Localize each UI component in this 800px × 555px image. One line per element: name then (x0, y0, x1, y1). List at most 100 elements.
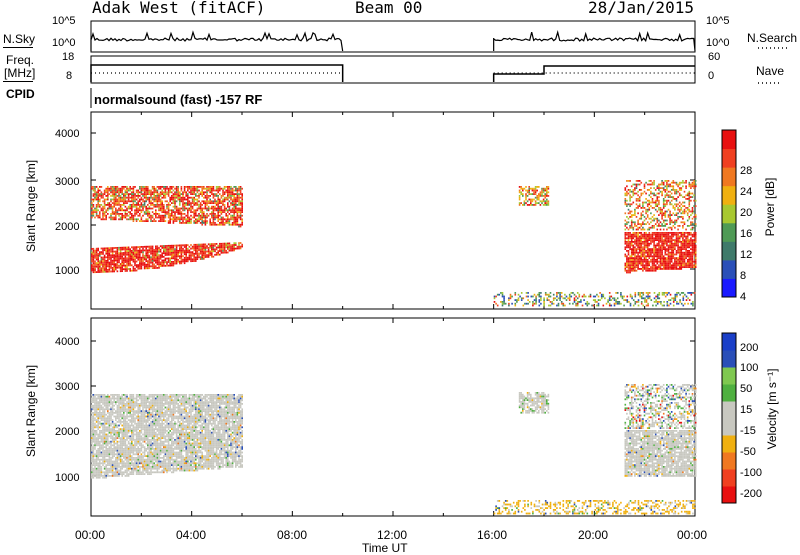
power-cell (139, 208, 141, 210)
power-cell (131, 252, 133, 254)
power-cell (147, 211, 149, 213)
power-cell (214, 222, 216, 224)
power-cell (174, 259, 176, 261)
power-cell (171, 213, 173, 215)
power-cell (155, 253, 157, 255)
power-cell (628, 218, 630, 220)
power-cell (110, 204, 112, 206)
power-cell (510, 294, 512, 296)
power-cell (692, 252, 694, 254)
power-cell (649, 223, 651, 225)
power-cell (197, 256, 199, 258)
power-cell (679, 257, 681, 259)
power-cell (126, 254, 128, 256)
power-cell (109, 251, 111, 253)
power-cell (677, 236, 679, 238)
power-cell (171, 218, 173, 220)
power-cell (166, 249, 168, 251)
power-cell (155, 197, 157, 199)
power-cell (195, 222, 197, 224)
power-cell (171, 186, 173, 188)
power-cell (174, 215, 176, 217)
power-cell (179, 222, 181, 224)
power-cell (163, 245, 165, 247)
velocity-cell (113, 430, 115, 432)
power-cell (674, 232, 676, 234)
power-cell (173, 247, 175, 249)
power-cell (232, 222, 234, 224)
power-cell (240, 188, 242, 190)
power-cell (193, 200, 195, 202)
power-cell (181, 248, 183, 250)
power-cell (91, 264, 93, 266)
power-cell (647, 205, 649, 207)
velocity-cell (115, 398, 117, 400)
power-cell (185, 186, 187, 188)
power-cell (660, 212, 662, 214)
velocity-cell (117, 473, 119, 475)
power-cell (532, 305, 534, 307)
power-cell (238, 244, 240, 246)
power-cell (550, 296, 552, 298)
velocity-cell (110, 432, 112, 434)
power-cell (641, 297, 643, 299)
power-cell (690, 241, 692, 243)
power-cell (222, 191, 224, 193)
power-cell (181, 211, 183, 213)
power-cell (676, 243, 678, 245)
power-cell (689, 246, 691, 248)
power-cell (190, 186, 192, 188)
power-cell (177, 188, 179, 190)
power-cell (91, 215, 93, 217)
power-cell (227, 215, 229, 217)
power-cell (653, 193, 655, 195)
velocity-colorbar-cell (722, 401, 736, 419)
power-cell (649, 264, 651, 266)
power-cell (192, 202, 194, 204)
power-cell (165, 261, 167, 263)
velocity-cell (104, 414, 106, 416)
velocity-cell (96, 471, 98, 473)
power-cell (177, 197, 179, 199)
power-cell (201, 254, 203, 256)
velocity-cell (96, 437, 98, 439)
velocity-cell (104, 441, 106, 443)
power-cell (660, 211, 662, 213)
power-cell (693, 236, 695, 238)
velocity-cell (97, 448, 99, 450)
power-cell (657, 203, 659, 205)
power-cell (221, 250, 223, 252)
power-cell (652, 234, 654, 236)
power-cell (133, 193, 135, 195)
velocity-cell (107, 401, 109, 403)
power-cell (139, 252, 141, 254)
power-cell (133, 248, 135, 250)
velocity-cell (107, 430, 109, 432)
power-cell (687, 243, 689, 245)
power-cell (654, 292, 656, 294)
velocity-cell (112, 432, 114, 434)
power-cell (668, 241, 670, 243)
power-cell (676, 198, 678, 200)
power-cell (109, 267, 111, 269)
velocity-cell (104, 446, 106, 448)
velocity-cell (97, 471, 99, 473)
power-cell (120, 191, 122, 193)
velocity-cell (97, 396, 99, 398)
power-cell (641, 296, 643, 298)
power-cell (214, 224, 216, 226)
power-cell (687, 237, 689, 239)
power-cell (690, 229, 692, 231)
power-cell (115, 217, 117, 219)
power-cell (240, 213, 242, 215)
velocity-cell (96, 403, 98, 405)
power-cell (639, 292, 641, 294)
power-cell (219, 211, 221, 213)
power-cell (527, 191, 529, 193)
power-cell (645, 236, 647, 238)
power-cell (213, 186, 215, 188)
power-cell (668, 257, 670, 259)
power-cell (216, 202, 218, 204)
power-cell (205, 220, 207, 222)
power-cell (544, 195, 546, 197)
